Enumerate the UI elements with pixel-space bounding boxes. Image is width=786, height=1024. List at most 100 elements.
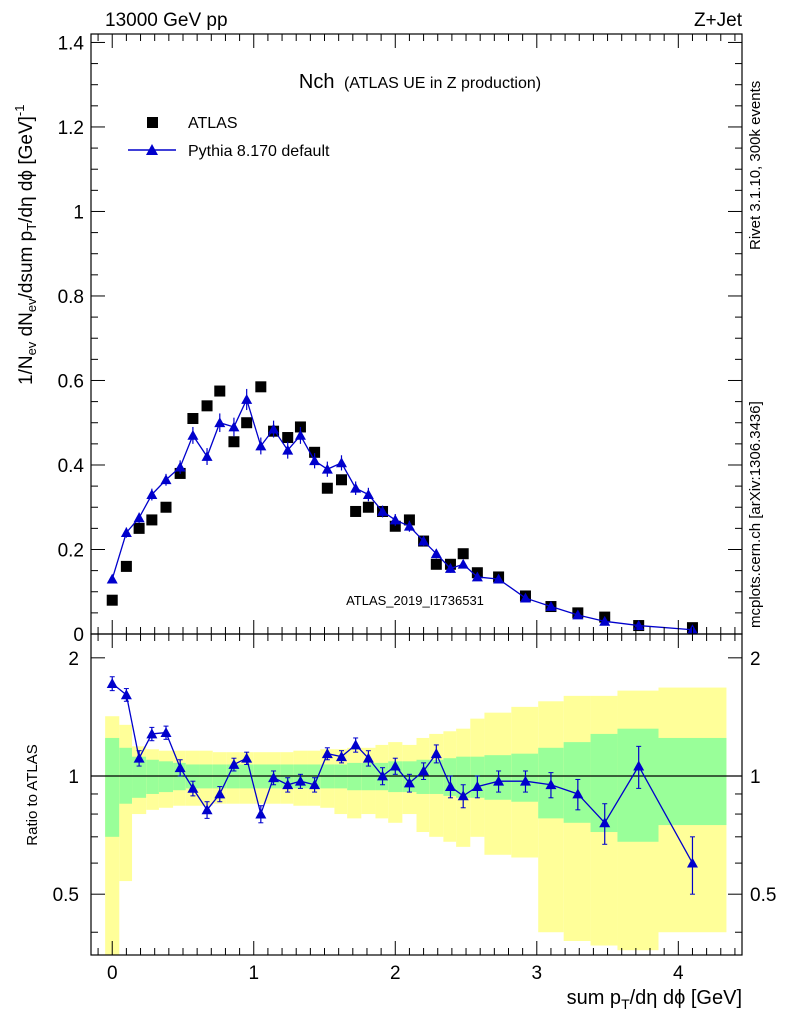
ratio-y-axis-label: Ratio to ATLAS bbox=[24, 744, 41, 845]
x-tick-label: 2 bbox=[390, 963, 401, 984]
ratio-data-point bbox=[174, 762, 186, 773]
atlas-data-point bbox=[403, 514, 415, 526]
pythia-data-point bbox=[146, 489, 158, 499]
ratio-data-point bbox=[187, 782, 199, 793]
ratio-data-point bbox=[572, 788, 584, 799]
ratio-data-point bbox=[545, 779, 557, 790]
pythia-data-point bbox=[444, 563, 456, 573]
ratio-data-point bbox=[430, 748, 442, 759]
ratio-data-point bbox=[418, 765, 430, 776]
x-tick-label: 0 bbox=[107, 963, 118, 984]
pythia-data-point bbox=[471, 571, 483, 582]
ratio-data-point bbox=[350, 739, 362, 750]
x-tick-label: 4 bbox=[673, 963, 684, 984]
pythia-data-point bbox=[120, 527, 132, 537]
green-uncertainty-band bbox=[158, 761, 174, 793]
header-left: 13000 GeV pp bbox=[105, 10, 228, 31]
pythia-data-point bbox=[241, 393, 253, 404]
atlas-data-point bbox=[160, 501, 172, 513]
pythia-data-point bbox=[389, 514, 401, 525]
ratio-data-point bbox=[633, 760, 645, 771]
ratio-data-layer bbox=[106, 676, 698, 895]
pythia-data-point bbox=[362, 489, 374, 499]
plot-title-sub: (ATLAS UE in Z production) bbox=[344, 75, 541, 92]
main-y-tick-label: 0.2 bbox=[58, 540, 84, 561]
ratio-y-tick-label: 1 bbox=[68, 767, 79, 788]
atlas-data-point bbox=[335, 474, 347, 486]
pythia-data-point bbox=[282, 444, 294, 455]
main-y-tick-label: 0.8 bbox=[58, 287, 84, 308]
ratio-data-point bbox=[255, 808, 267, 819]
atlas-data-point bbox=[430, 558, 442, 570]
ratio-data-point bbox=[403, 777, 415, 788]
pythia-data-point bbox=[255, 440, 267, 451]
pythia-data-point bbox=[160, 474, 172, 485]
pythia-data-point bbox=[403, 520, 415, 531]
pythia-data-point bbox=[309, 455, 321, 466]
atlas-data-point bbox=[106, 594, 118, 606]
ratio-data-point bbox=[294, 775, 306, 786]
ratio-uncertainty-bands bbox=[91, 687, 742, 955]
green-uncertainty-band bbox=[105, 737, 120, 837]
ratio-data-point bbox=[228, 758, 240, 769]
ratio-data-point bbox=[471, 781, 483, 791]
pythia-data-point bbox=[174, 461, 186, 472]
ratio-data-point bbox=[201, 804, 213, 815]
plot-title: Nch (ATLAS UE in Z production) bbox=[299, 71, 541, 93]
ratio-frame bbox=[90, 633, 743, 956]
pythia-data-point bbox=[187, 429, 199, 440]
ratio-data-point bbox=[120, 689, 132, 700]
green-uncertainty-band bbox=[658, 737, 727, 826]
pythia-data-point bbox=[133, 512, 145, 523]
green-uncertainty-band bbox=[617, 728, 659, 842]
atlas-data-point bbox=[457, 548, 469, 560]
ratio-data-point bbox=[268, 772, 280, 783]
x-axis-label: sum pT/dη dϕ [GeV] bbox=[567, 987, 742, 1012]
ratio-data-point bbox=[241, 752, 253, 763]
atlas-data-point bbox=[187, 413, 199, 425]
ratio-data-point bbox=[133, 752, 145, 763]
ratio-data-point bbox=[146, 728, 158, 739]
ratio-data-point bbox=[519, 775, 531, 786]
ratio-data-point bbox=[362, 752, 374, 763]
main-y-tick-label: 1.2 bbox=[58, 118, 84, 139]
atlas-data-point bbox=[389, 520, 401, 532]
pythia-data-point bbox=[519, 592, 531, 603]
green-uncertainty-band bbox=[456, 756, 471, 798]
pythia-data-point bbox=[545, 601, 557, 611]
main-y-tick-label: 0.4 bbox=[58, 456, 85, 477]
mcplots-label: mcplots.cern.ch [arXiv:1306.3436] bbox=[747, 401, 764, 628]
ratio-y-tick-label-right: 2 bbox=[750, 649, 761, 670]
atlas-data-point bbox=[120, 560, 132, 572]
legend-atlas-label: ATLAS bbox=[188, 115, 238, 132]
legend-pythia-marker bbox=[146, 144, 158, 155]
pythia-data-point bbox=[335, 457, 347, 468]
rivet-label: Rivet 3.1.10, 300k events bbox=[747, 81, 764, 250]
pythia-data-point bbox=[457, 558, 469, 569]
ratio-y-tick-label-right: 1 bbox=[750, 767, 761, 788]
pythia-data-point bbox=[599, 615, 611, 626]
atlas-data-point bbox=[282, 432, 294, 444]
main-y-tick-label: 1.4 bbox=[58, 33, 85, 54]
pythia-data-point bbox=[268, 423, 280, 434]
atlas-data-point bbox=[241, 417, 253, 429]
atlas-data-point bbox=[321, 482, 333, 494]
pythia-data-point bbox=[350, 482, 362, 493]
pythia-data-point bbox=[377, 505, 389, 516]
main-y-axis-label: 1/Nev dNev/dsum pT/dη dϕ [GeV]-1 bbox=[12, 105, 39, 386]
pythia-data-point bbox=[106, 573, 118, 584]
atlas-data-point bbox=[255, 381, 267, 393]
main-axes: 0 0.2 0.4 0.6 0.8 1 1.2 1.4 bbox=[58, 33, 743, 646]
pythia-data-point bbox=[228, 421, 240, 432]
plot-title-main: Nch bbox=[299, 71, 335, 93]
ratio-y-tick-label: 2 bbox=[68, 649, 79, 670]
atlas-data-point bbox=[362, 501, 374, 513]
main-y-tick-label: 0.6 bbox=[58, 371, 84, 392]
ratio-data-point bbox=[321, 748, 333, 759]
green-uncertainty-band bbox=[590, 733, 618, 833]
legend-atlas-marker bbox=[147, 117, 158, 128]
pythia-data-point bbox=[430, 548, 442, 559]
green-uncertainty-band bbox=[146, 759, 159, 794]
header-right: Z+Jet bbox=[694, 10, 743, 31]
green-uncertainty-band bbox=[132, 756, 147, 798]
